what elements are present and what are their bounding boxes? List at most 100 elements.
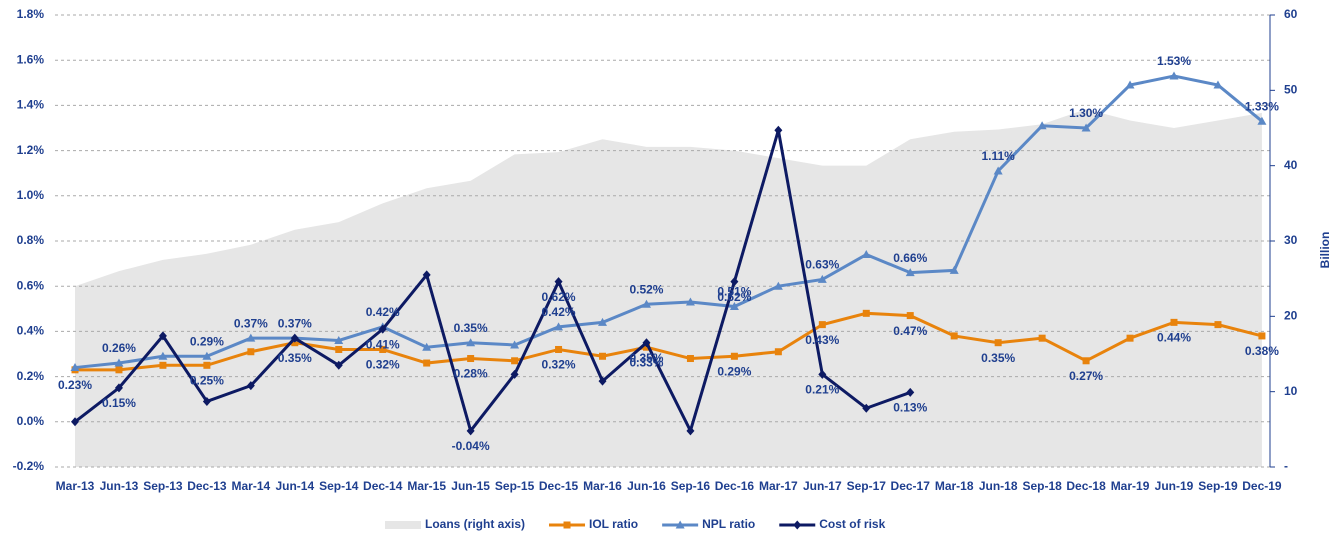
marker [641,299,651,308]
data-label: 1.11% [981,149,1015,163]
data-label: 0.13% [893,401,927,415]
marker [466,426,475,436]
marker [554,322,564,331]
data-label: 0.32% [366,358,400,372]
x-tick-label: Dec-15 [539,479,579,493]
x-tick-label: Sep-13 [143,479,183,493]
marker [423,359,431,367]
x-tick-label: Sep-19 [1198,479,1238,493]
data-label: 0.21% [805,383,839,397]
marker [642,338,651,348]
marker [334,335,344,344]
marker [1081,123,1091,132]
x-tick-label: Mar-13 [56,479,95,493]
data-label: 1.53% [1157,54,1191,68]
data-label: 0.29% [717,364,751,378]
marker [1037,121,1047,130]
marker [773,281,783,290]
marker [729,302,739,311]
data-label: 0.62% [542,290,576,304]
marker [906,387,915,397]
data-label: 0.42% [542,305,576,319]
x-tick-label: Sep-15 [495,479,535,493]
marker [949,265,959,274]
marker [598,376,607,386]
x-tick-label: Dec-17 [891,479,931,493]
marker [70,363,80,372]
marker [1258,332,1266,340]
data-label: 0.27% [1069,369,1103,383]
marker [774,348,782,356]
marker [1257,116,1267,125]
data-label: 0.33% [629,355,663,369]
x-tick-label: Mar-15 [407,479,446,493]
x-tick-label: Mar-17 [759,479,798,493]
marker [247,348,255,356]
y-tick-label: 0.6% [17,278,45,292]
y-tick-label: 1.0% [17,188,45,202]
marker [202,396,211,406]
marker [511,357,519,365]
x-tick-label: Jun-16 [627,479,666,493]
data-label: 0.35% [454,321,488,335]
data-label: 0.43% [805,333,839,347]
marker [1169,71,1179,80]
y-tick-label: 1.8% [17,7,45,21]
y2-tick-label: 50 [1284,83,1298,97]
data-label: 0.23% [58,378,92,392]
marker [1082,357,1090,365]
x-tick-label: Dec-16 [715,479,755,493]
data-label: 0.66% [893,251,927,265]
lines [70,71,1267,530]
x-tick-label: Mar-18 [935,479,974,493]
y2-tick-label: 10 [1284,384,1298,398]
y2-tick-label: - [1284,459,1288,473]
marker [642,343,650,351]
marker [994,339,1002,347]
marker [818,321,826,329]
marker [159,361,167,369]
marker [862,309,870,317]
marker [1213,80,1223,89]
data-label: 1.33% [1245,99,1279,113]
data-label: 0.26% [102,341,136,355]
data-label: 0.42% [366,305,400,319]
labels: 0.23% 0.25% 0.35% 0.32% 0.28% 0.32% 0.33% 0.29%… [58,54,1279,453]
marker [466,338,476,347]
marker [993,166,1003,175]
areas [75,109,1262,468]
x-tick-label: Sep-14 [319,479,359,493]
marker [950,332,958,340]
x-tick-label: Sep-16 [671,479,711,493]
x-tick-label: Jun-14 [275,479,314,493]
marker [335,345,343,353]
x-tick-label: Jun-13 [100,479,139,493]
y-tick-label: 0.8% [17,233,45,247]
x-tick-label: Dec-14 [363,479,403,493]
marker [905,268,915,277]
marker [379,345,387,353]
marker [246,333,256,342]
data-label: 0.37% [278,316,312,330]
data-label: 0.52% [629,282,663,296]
data-label: 0.29% [190,334,224,348]
x-tick-label: Sep-17 [847,479,887,493]
legend-label: IOL ratio [589,517,638,531]
x-tick-label: Dec-19 [1242,479,1282,493]
marker [158,351,168,360]
marker [203,361,211,369]
marker [246,381,255,391]
y-tick-label: 0.4% [17,324,45,338]
marker [115,366,123,374]
y2-tick-label: 20 [1284,309,1298,323]
y-tick-label: -0.2% [13,459,45,473]
data-label: 0.25% [190,373,224,387]
y-tick-label: 0.2% [17,369,45,383]
y2-tick-label: 30 [1284,233,1298,247]
data-label: 0.35% [981,351,1015,365]
data-label: 0.15% [102,396,136,410]
marker [1125,80,1135,89]
series-line [74,129,911,435]
marker [71,417,79,427]
